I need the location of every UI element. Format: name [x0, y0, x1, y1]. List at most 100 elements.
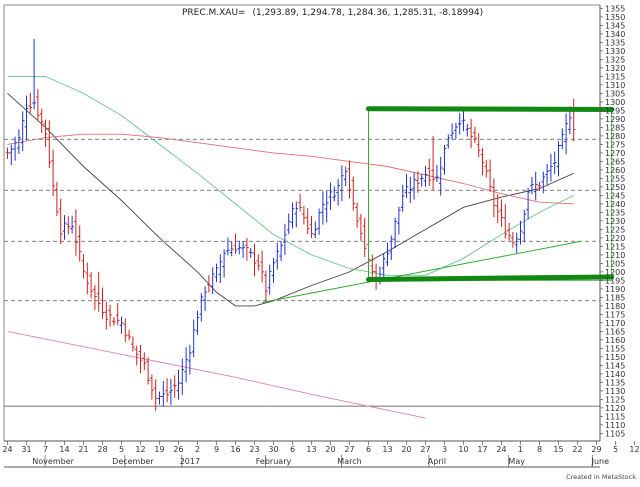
y-tick-label: 1290 [605, 115, 625, 124]
month-label: 2017 [180, 457, 200, 466]
y-tick-label: 1175 [605, 310, 625, 319]
x-tick-label: 9 [214, 445, 219, 454]
x-tick-label: 21 [78, 445, 88, 454]
y-tick-label: 1110 [605, 421, 625, 430]
y-tick-label: 1245 [605, 191, 625, 200]
y-tick-label: 1185 [605, 293, 625, 302]
price-bars [5, 38, 576, 411]
y-tick-label: 1140 [605, 370, 625, 379]
x-tick-label: 15 [553, 445, 563, 454]
y-tick-label: 1155 [605, 344, 625, 353]
y-tick-label: 1105 [605, 429, 625, 438]
moving-average-line [7, 75, 574, 276]
moving-average-line [7, 133, 574, 205]
x-tick-label: 5 [613, 445, 618, 454]
y-tick-label: 1265 [605, 157, 625, 166]
credit-text: Created in MetaStock [566, 473, 636, 481]
y-tick-label: 1305 [605, 89, 625, 98]
x-tick-label: 22 [572, 445, 582, 454]
x-tick-label: 20 [401, 445, 411, 454]
month-label: June [591, 457, 610, 466]
x-tick-label: 2 [195, 445, 200, 454]
y-tick-label: 1355 [605, 4, 625, 13]
x-tick-label: 6 [366, 445, 371, 454]
month-label: December [112, 457, 154, 466]
y-tick-label: 1180 [605, 302, 625, 311]
x-tick-label: 31 [21, 445, 31, 454]
x-axis-labels: 24 31 7 14 21 28 5 12 19 26 2 9 16 23 30 6 13 20 27 6 13 20 27… [2, 441, 640, 467]
y-tick-label: 1215 [605, 242, 625, 251]
y-tick-label: 1275 [605, 140, 625, 149]
x-tick-label: 26 [173, 445, 183, 454]
y-tick-label: 1345 [605, 21, 625, 30]
y-tick-label: 1285 [605, 123, 625, 132]
x-tick-label: 10 [458, 445, 468, 454]
x-tick-label: 20 [325, 445, 335, 454]
y-tick-label: 1135 [605, 378, 625, 387]
x-tick-label: 17 [477, 445, 487, 454]
y-tick-label: 1220 [605, 234, 625, 243]
y-tick-label: 1145 [605, 361, 625, 370]
y-tick-label: 1335 [605, 38, 625, 47]
y-tick-label: 1350 [605, 13, 625, 22]
y-tick-label: 1270 [605, 149, 625, 158]
y-tick-label: 1150 [605, 353, 625, 362]
y-tick-label: 1120 [605, 404, 625, 413]
x-tick-label: 7 [43, 445, 48, 454]
y-tick-label: 1230 [605, 217, 625, 226]
y-tick-label: 1210 [605, 251, 625, 260]
y-tick-label: 1170 [605, 319, 625, 328]
chart-header: PREC.M.XAU= (1,293.89, 1,294.78, 1,284.3… [182, 8, 483, 18]
y-tick-label: 1225 [605, 225, 625, 234]
y-tick-label: 1125 [605, 395, 625, 404]
x-tick-label: 5 [119, 445, 124, 454]
x-tick-label: 13 [306, 445, 316, 454]
y-tick-label: 1260 [605, 166, 625, 175]
month-label: November [32, 457, 74, 466]
x-tick-label: 30 [268, 445, 278, 454]
y-tick-label: 1200 [605, 268, 625, 277]
month-label: April [428, 457, 446, 466]
y-tick-label: 1280 [605, 132, 625, 141]
x-tick-label: 19 [154, 445, 164, 454]
x-tick-label: 27 [420, 445, 430, 454]
grid-lines [4, 138, 600, 407]
x-tick-label: 24 [2, 445, 12, 454]
moving-average-line [7, 330, 426, 419]
y-tick-label: 1160 [605, 336, 625, 345]
y-tick-label: 1165 [605, 327, 625, 336]
channel-boundary-line [366, 106, 615, 113]
y-tick-label: 1240 [605, 200, 625, 209]
trend-lines [262, 106, 615, 303]
x-tick-label: 8 [537, 445, 542, 454]
x-tick-label: 28 [97, 445, 107, 454]
y-tick-label: 1130 [605, 387, 625, 396]
x-tick-label: 1 [518, 445, 523, 454]
y-tick-label: 1300 [605, 98, 625, 107]
header-symbol: PREC.M.XAU= [182, 8, 246, 18]
x-tick-label: 12 [629, 445, 639, 454]
y-tick-label: 1235 [605, 208, 625, 217]
y-tick-label: 1325 [605, 55, 625, 64]
x-tick-label: 13 [382, 445, 392, 454]
channel-boundary-line [366, 274, 615, 283]
y-tick-label: 1310 [605, 81, 625, 90]
x-tick-label: 23 [249, 445, 259, 454]
x-tick-label: 27 [344, 445, 354, 454]
y-tick-label: 1205 [605, 259, 625, 268]
x-tick-label: 3 [442, 445, 447, 454]
month-label: March [337, 457, 361, 466]
x-tick-label: 16 [230, 445, 240, 454]
y-axis-labels: 1105111011151120112511301135114011451150… [600, 4, 625, 438]
x-tick-label: 14 [59, 445, 69, 454]
x-tick-label: 29 [591, 445, 601, 454]
y-tick-label: 1255 [605, 174, 625, 183]
month-label: February [256, 457, 292, 466]
x-tick-label: 12 [135, 445, 145, 454]
trend-line [262, 240, 582, 303]
moving-averages [7, 75, 574, 419]
y-tick-label: 1250 [605, 183, 625, 192]
y-tick-label: 1330 [605, 47, 625, 56]
